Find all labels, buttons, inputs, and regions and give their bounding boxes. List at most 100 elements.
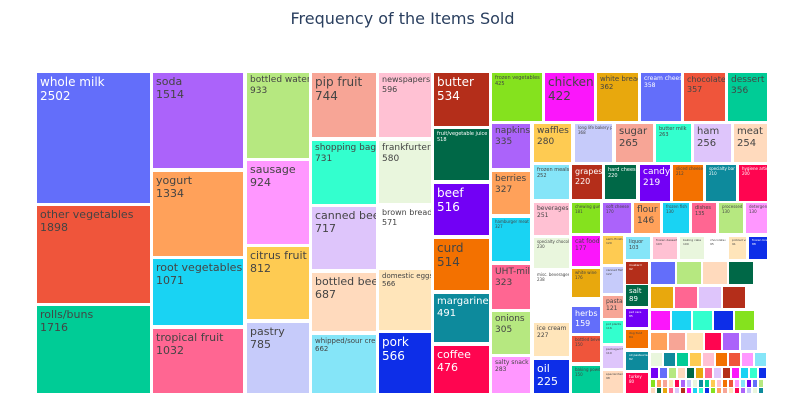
treemap-tile[interactable]: processed cheese130 — [719, 203, 743, 233]
treemap-tile[interactable] — [741, 388, 745, 393]
treemap-tile[interactable]: tropical fruit 1032 — [153, 329, 243, 393]
treemap-tile[interactable] — [759, 388, 763, 393]
treemap-tile[interactable] — [741, 368, 748, 378]
treemap-tile[interactable]: ice cream 227 — [534, 323, 569, 356]
treemap-tile[interactable]: chocolate mix95 — [707, 237, 726, 259]
treemap-tile[interactable] — [732, 368, 739, 378]
treemap-tile[interactable] — [687, 368, 694, 378]
treemap-tile[interactable]: pip fruit 744 — [312, 73, 376, 137]
treemap-tile[interactable]: shopping bags 731 — [312, 141, 376, 204]
treemap-tile[interactable] — [651, 388, 655, 393]
treemap-tile[interactable]: mustard 92 — [626, 262, 648, 284]
treemap-tile[interactable]: rolls/buns 1716 — [37, 306, 150, 393]
treemap-tile[interactable]: pork 566 — [379, 333, 431, 393]
treemap-tile[interactable]: soft cheese 170 — [603, 203, 631, 233]
treemap-tile[interactable] — [705, 368, 712, 378]
treemap-tile[interactable]: frozen bread88 — [749, 237, 767, 259]
treemap-tile[interactable]: oil pasteurised82 — [626, 352, 648, 370]
treemap-tile[interactable]: pasta 121 — [603, 296, 623, 318]
treemap-tile[interactable] — [705, 333, 721, 350]
treemap-tile[interactable]: brown bread 571 — [379, 206, 431, 267]
treemap-tile[interactable] — [711, 380, 715, 387]
treemap-tile[interactable] — [669, 388, 673, 393]
treemap-tile[interactable] — [651, 262, 675, 284]
treemap-tile[interactable] — [759, 380, 763, 387]
treemap-tile[interactable] — [693, 388, 697, 393]
treemap-tile[interactable]: yogurt 1334 — [153, 172, 243, 256]
treemap-tile[interactable] — [716, 353, 727, 366]
treemap-tile[interactable] — [675, 380, 679, 387]
treemap-tile[interactable]: sliced cheese 212 — [673, 165, 703, 201]
treemap-tile[interactable] — [747, 380, 751, 387]
treemap-tile[interactable]: liquor 103 — [626, 237, 650, 259]
treemap-tile[interactable]: canned beer717 — [312, 207, 376, 269]
treemap-tile[interactable] — [664, 353, 675, 366]
treemap-tile[interactable] — [678, 368, 685, 378]
treemap-tile[interactable]: white bread 362 — [597, 73, 638, 121]
treemap-tile[interactable]: sugar 265 — [616, 124, 653, 162]
treemap-tile[interactable]: domestic eggs 566 — [379, 270, 431, 330]
treemap-tile[interactable] — [755, 353, 766, 366]
treemap-tile[interactable]: butter milk 263 — [656, 124, 691, 162]
treemap-tile[interactable] — [735, 380, 739, 387]
treemap-tile[interactable]: salty snack 283 — [492, 357, 530, 393]
treemap-tile[interactable] — [663, 388, 667, 393]
treemap-tile[interactable]: frankfurter 580 — [379, 141, 431, 203]
treemap-tile[interactable]: baking cake 100 — [680, 237, 704, 259]
treemap-tile[interactable] — [687, 380, 691, 387]
treemap-tile[interactable]: cream cheese358 — [641, 73, 681, 121]
treemap-tile[interactable]: oil 225 — [534, 360, 569, 393]
treemap-tile[interactable] — [699, 287, 721, 308]
treemap-tile[interactable]: frozen dessert 103 — [653, 237, 677, 259]
treemap-tile[interactable] — [681, 380, 685, 387]
treemap-tile[interactable] — [714, 311, 733, 330]
treemap-tile[interactable] — [723, 368, 730, 378]
treemap-tile[interactable]: white wine 176 — [572, 269, 600, 297]
treemap-tile[interactable]: baking powder150 — [572, 366, 600, 393]
treemap-tile[interactable]: pastry 785 — [247, 323, 309, 393]
treemap-tile[interactable] — [669, 368, 676, 378]
treemap-tile[interactable]: onions 305 — [492, 312, 530, 354]
treemap-tile[interactable]: berries 327 — [492, 172, 530, 214]
treemap-tile[interactable]: bottled water 933 — [247, 73, 309, 158]
treemap-tile[interactable]: chicken 422 — [545, 73, 594, 121]
treemap-tile[interactable] — [741, 380, 745, 387]
treemap-tile[interactable] — [687, 333, 703, 350]
treemap-tile[interactable]: herbs 159 — [572, 307, 600, 333]
treemap-tile[interactable] — [703, 353, 714, 366]
treemap-tile[interactable]: salt 89 — [626, 285, 648, 306]
treemap-tile[interactable] — [675, 388, 679, 393]
treemap-tile[interactable] — [677, 262, 701, 284]
treemap-tile[interactable]: newspapers 596 — [379, 73, 431, 137]
treemap-tile[interactable] — [723, 380, 727, 387]
treemap-tile[interactable] — [717, 388, 721, 393]
treemap-tile[interactable] — [735, 311, 754, 330]
treemap-tile[interactable] — [693, 311, 712, 330]
treemap-tile[interactable] — [723, 287, 745, 308]
treemap-tile[interactable]: frozen vegetables 425 — [492, 73, 542, 121]
treemap-tile[interactable]: chewing gum 181 — [572, 203, 600, 233]
treemap-tile[interactable]: chocolate 357 — [684, 73, 725, 121]
treemap-tile[interactable] — [657, 388, 661, 393]
treemap-tile[interactable]: citrus fruit 812 — [247, 247, 309, 319]
treemap-tile[interactable] — [729, 262, 753, 284]
treemap-tile[interactable] — [669, 333, 685, 350]
treemap-tile[interactable]: root vegetables 1071 — [153, 259, 243, 325]
treemap-tile[interactable] — [651, 311, 670, 330]
treemap-tile[interactable] — [705, 388, 709, 393]
treemap-tile[interactable] — [735, 388, 739, 393]
treemap-tile[interactable] — [651, 368, 658, 378]
treemap-tile[interactable] — [729, 388, 733, 393]
treemap-tile[interactable]: grapes 220 — [572, 165, 602, 199]
treemap-tile[interactable] — [741, 333, 757, 350]
treemap-tile[interactable] — [705, 380, 709, 387]
treemap-tile[interactable] — [681, 388, 685, 393]
treemap-tile[interactable]: butter 534 — [434, 73, 489, 126]
treemap-tile[interactable]: other vegetables 1898 — [37, 206, 150, 303]
treemap-tile[interactable] — [729, 380, 733, 387]
treemap-tile[interactable] — [651, 287, 673, 308]
treemap-tile[interactable] — [714, 368, 721, 378]
treemap-tile[interactable] — [699, 388, 703, 393]
treemap-tile[interactable]: bottled beverages150 — [572, 336, 600, 362]
treemap-tile[interactable]: candy 219 — [640, 165, 670, 201]
